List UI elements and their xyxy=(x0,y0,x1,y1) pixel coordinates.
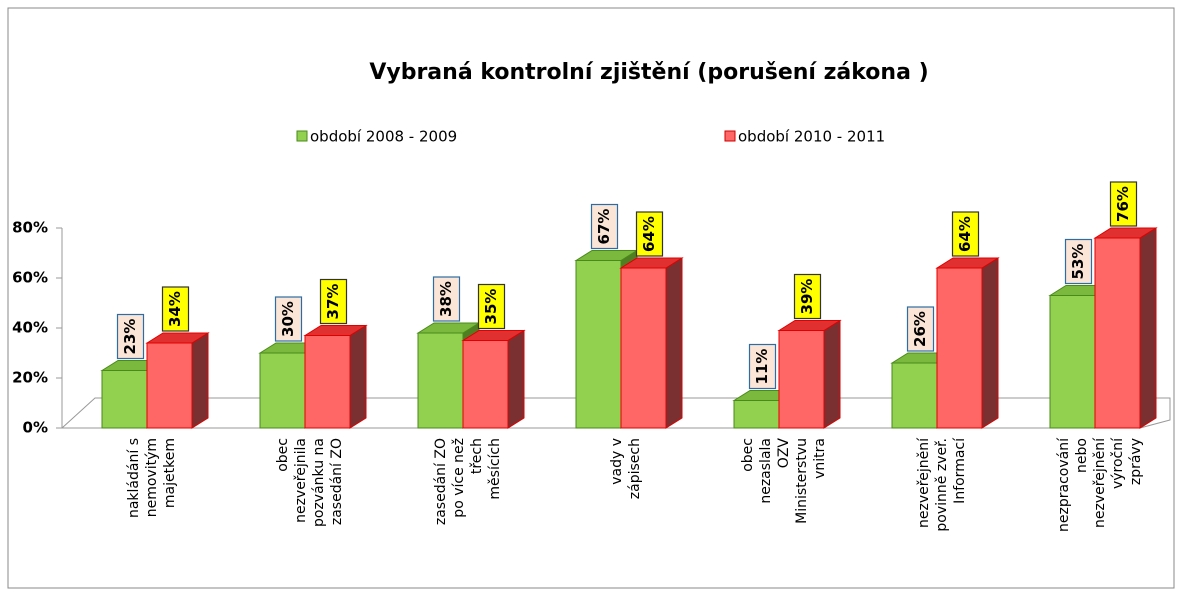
value-label-box xyxy=(116,313,145,360)
value-label: 53% xyxy=(1069,244,1087,280)
bar xyxy=(304,335,351,429)
value-label-box xyxy=(161,286,190,332)
bar xyxy=(101,370,148,429)
value-label-box xyxy=(951,211,980,257)
value-label-box xyxy=(793,273,822,320)
bar-side xyxy=(665,257,683,429)
bar-side xyxy=(823,319,841,429)
bar xyxy=(146,342,193,429)
legend-label: období 2010 - 2011 xyxy=(738,128,885,146)
value-label-box xyxy=(1109,181,1138,227)
value-label-box xyxy=(748,343,777,390)
bar xyxy=(620,267,667,429)
value-label: 64% xyxy=(640,216,658,252)
bar-side xyxy=(507,329,525,429)
x-tick-label: nezveřejnění povinně zveř. Informací xyxy=(916,437,968,532)
value-label: 26% xyxy=(911,311,929,347)
bar xyxy=(778,330,825,429)
value-label-box xyxy=(906,306,935,352)
y-tick-label: 80% xyxy=(12,219,48,237)
bar-side xyxy=(981,257,999,429)
bar xyxy=(575,260,622,429)
value-label: 37% xyxy=(324,284,342,320)
value-label: 76% xyxy=(1114,186,1132,222)
bar xyxy=(936,267,983,429)
legend-swatch xyxy=(724,130,736,142)
value-label-box xyxy=(477,283,506,330)
bar xyxy=(462,340,509,429)
y-tick-label: 20% xyxy=(12,369,48,387)
x-tick-label: obec nezaslala OZV Ministerstvu vnitra xyxy=(740,438,828,524)
value-label: 35% xyxy=(482,289,500,325)
y-tick-label: 0% xyxy=(23,419,48,437)
legend-label: období 2008 - 2009 xyxy=(310,128,457,146)
x-tick-label: nezpracování nebo nezveřejnění výroční zpráv… xyxy=(1056,437,1144,532)
value-label: 23% xyxy=(121,319,139,355)
value-label-box xyxy=(319,278,348,325)
value-label: 34% xyxy=(166,291,184,327)
value-label-box xyxy=(432,276,461,322)
x-tick-label: zasedání ZO po více než třech měsících xyxy=(433,438,503,525)
bar xyxy=(733,400,780,429)
value-label: 64% xyxy=(956,216,974,252)
legend-swatch xyxy=(296,130,308,142)
chart-title: Vybraná kontrolní zjištění (porušení zák… xyxy=(369,60,928,85)
value-label-box xyxy=(1064,238,1093,285)
y-tick-label: 40% xyxy=(12,319,48,337)
bar xyxy=(1049,295,1096,429)
y-tick-label: 60% xyxy=(12,269,48,287)
bar xyxy=(891,362,938,429)
value-label-box xyxy=(590,203,619,250)
x-tick-label: vady v zápisech xyxy=(609,438,643,499)
bar xyxy=(1094,237,1141,429)
value-label: 39% xyxy=(798,279,816,315)
bar xyxy=(417,332,464,429)
x-tick-label: nakládání s nemovitým majetkem xyxy=(126,438,178,518)
value-label: 30% xyxy=(279,301,297,337)
value-label-box xyxy=(274,296,303,342)
value-label: 11% xyxy=(753,349,771,385)
bar-side xyxy=(191,332,209,429)
value-label: 67% xyxy=(595,209,613,245)
bar xyxy=(259,352,306,429)
value-label-box xyxy=(635,211,664,257)
x-tick-label: obec nezveřejnila pozvánku na zasedání ZO xyxy=(275,438,345,527)
bar-side xyxy=(1139,227,1157,429)
bar-side xyxy=(349,324,367,429)
value-label: 38% xyxy=(437,281,455,317)
